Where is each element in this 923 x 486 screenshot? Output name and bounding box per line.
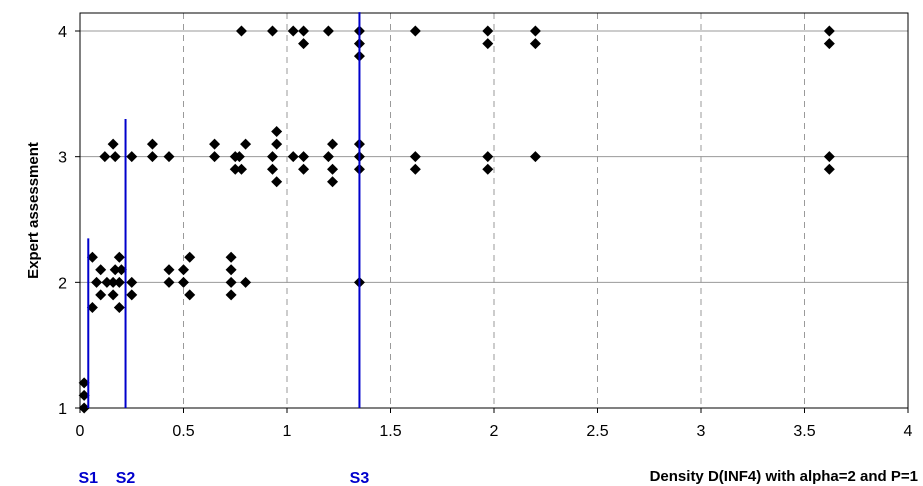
data-point [271, 176, 283, 188]
x-tick-label: 1 [283, 423, 292, 440]
data-point [482, 25, 494, 37]
data-point [78, 402, 90, 414]
data-points [78, 25, 835, 414]
data-point [322, 25, 334, 37]
data-point [86, 251, 98, 263]
data-point [99, 151, 111, 163]
data-point [823, 151, 835, 163]
data-point [126, 151, 138, 163]
data-point [298, 151, 310, 163]
data-point [225, 264, 237, 276]
data-point [298, 163, 310, 175]
data-point [225, 289, 237, 301]
data-point [482, 163, 494, 175]
data-point [823, 25, 835, 37]
data-point [95, 289, 107, 301]
data-point [267, 163, 279, 175]
x-tick-label: 1.5 [379, 423, 401, 440]
threshold-lines: S1 S2 S3 [78, 12, 369, 486]
data-point [267, 151, 279, 163]
data-point [91, 276, 103, 288]
y-tick-label: 1 [58, 401, 67, 418]
data-point [823, 163, 835, 175]
data-point [113, 276, 125, 288]
data-point [113, 251, 125, 263]
data-point [298, 38, 310, 50]
data-point [823, 38, 835, 50]
data-point [271, 138, 283, 150]
data-point [271, 126, 283, 138]
data-point [184, 251, 196, 263]
data-point [178, 276, 189, 288]
axis-ticks: 0 0.5 1 1.5 2 2.5 3 3.5 4 1 2 3 4 [58, 24, 912, 440]
data-point [126, 276, 138, 288]
data-point [209, 151, 221, 163]
data-point [322, 151, 334, 163]
data-point [235, 163, 247, 175]
y-axis-label: Expert assessment [25, 142, 42, 279]
threshold-label-s2: S2 [116, 470, 136, 486]
data-point [95, 264, 107, 276]
data-point [184, 289, 196, 301]
data-point [107, 289, 119, 301]
data-point [298, 25, 310, 37]
x-tick-label: 2.5 [586, 423, 608, 440]
data-point [529, 151, 541, 163]
data-point [235, 25, 247, 37]
y-tick-label: 2 [58, 275, 67, 292]
threshold-label-s1: S1 [78, 470, 98, 486]
data-point [163, 264, 175, 276]
x-tick-label: 4 [904, 423, 913, 440]
data-point [529, 25, 541, 37]
data-point [409, 25, 421, 37]
y-tick-label: 3 [58, 150, 67, 167]
x-tick-label: 3.5 [793, 423, 815, 440]
data-point [209, 138, 221, 150]
data-point [107, 276, 119, 288]
data-point [409, 151, 421, 163]
x-tick-label: 2 [490, 423, 499, 440]
data-point [233, 151, 245, 163]
data-point [78, 389, 90, 401]
data-point [267, 25, 279, 37]
data-point [240, 138, 252, 150]
data-point [107, 138, 119, 150]
data-point [109, 151, 121, 163]
data-point [163, 276, 175, 288]
data-point [229, 163, 241, 175]
data-point [78, 377, 90, 389]
data-point [225, 276, 237, 288]
data-point [86, 301, 98, 313]
data-point [115, 264, 127, 276]
data-point [178, 264, 189, 276]
y-tick-label: 4 [58, 24, 67, 41]
x-tick-label: 0 [76, 423, 85, 440]
data-point [327, 138, 339, 150]
threshold-label-s3: S3 [350, 470, 370, 486]
data-point [225, 251, 237, 263]
data-point [101, 276, 113, 288]
data-point [287, 25, 299, 37]
data-point [529, 38, 541, 50]
data-point [327, 176, 339, 188]
grid [80, 13, 908, 408]
data-point [163, 151, 175, 163]
data-point [482, 38, 494, 50]
x-tick-label: 0.5 [172, 423, 194, 440]
x-axis-label: Density D(INF4) with alpha=2 and P=1 [650, 468, 918, 485]
data-point [327, 163, 339, 175]
data-point [113, 301, 125, 313]
data-point [240, 276, 252, 288]
data-point [146, 151, 158, 163]
data-point [109, 264, 121, 276]
x-tick-label: 3 [697, 423, 706, 440]
data-point [126, 289, 138, 301]
data-point [409, 163, 421, 175]
data-point [146, 138, 158, 150]
data-point [482, 151, 494, 163]
data-point [287, 151, 299, 163]
